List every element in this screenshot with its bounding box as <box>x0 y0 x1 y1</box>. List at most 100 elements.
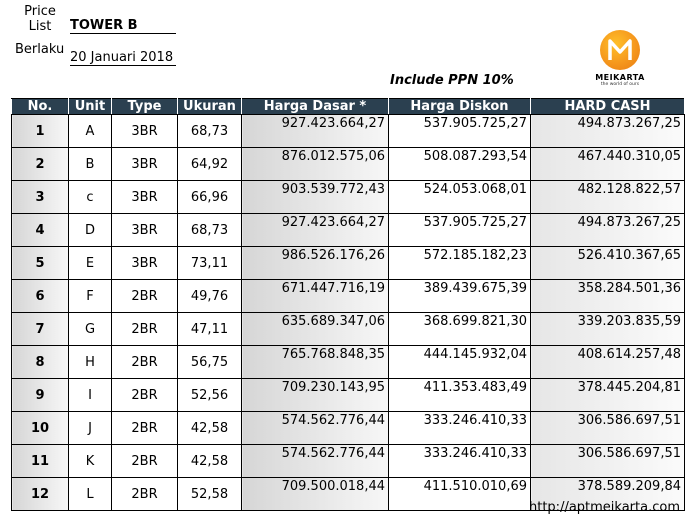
table-row: 10 J 2BR 42,58 574.562.776,44 333.246.410,33 3… <box>11 411 685 445</box>
cell-type: 2BR <box>111 378 178 412</box>
cell-no: 4 <box>11 213 69 247</box>
cell-type: 2BR <box>111 312 178 346</box>
cell-unit: I <box>68 378 112 412</box>
column-header-ukuran: Ukuran <box>177 98 242 115</box>
table-row: 3 c 3BR 66,96 903.539.772,43 524.053.068,01 48… <box>11 180 685 214</box>
footer-url[interactable]: http://aptmeikarta.com <box>529 500 680 515</box>
cell-unit: A <box>68 114 112 148</box>
price-list-label: Price List <box>24 4 56 34</box>
cell-ukuran: 49,76 <box>177 279 242 313</box>
cell-type: 2BR <box>111 444 178 478</box>
cell-no: 7 <box>11 312 69 346</box>
logo-brand: MEIKARTA <box>595 73 645 82</box>
cell-unit: c <box>68 180 112 214</box>
cell-hard-cash: 378.445.204,81 <box>530 378 685 412</box>
cell-harga-dasar: 671.447.716,19 <box>241 279 389 313</box>
cell-ukuran: 66,96 <box>177 180 242 214</box>
cell-harga-diskon: 537.905.725,27 <box>388 213 531 247</box>
table-row: 11 K 2BR 42,58 574.562.776,44 333.246.410,33 3… <box>11 444 685 478</box>
cell-harga-diskon: 333.246.410,33 <box>388 411 531 445</box>
cell-no: 10 <box>11 411 69 445</box>
table-header-row: No. Unit Type Ukuran Harga Dasar * Harga Disk… <box>11 98 685 115</box>
cell-harga-diskon: 333.246.410,33 <box>388 444 531 478</box>
column-header-no: No. <box>11 98 69 115</box>
cell-harga-dasar: 709.230.143,95 <box>241 378 389 412</box>
table-body: 1 A 3BR 68,73 927.423.664,27 537.905.725,27 49… <box>11 114 685 511</box>
cell-ukuran: 47,11 <box>177 312 242 346</box>
cell-ukuran: 68,73 <box>177 213 242 247</box>
cell-unit: E <box>68 246 112 280</box>
cell-type: 2BR <box>111 411 178 445</box>
cell-ukuran: 42,58 <box>177 444 242 478</box>
column-header-harga-diskon: Harga Diskon <box>388 98 531 115</box>
table-row: 2 B 3BR 64,92 876.012.575,06 508.087.293,54 46… <box>11 147 685 181</box>
cell-hard-cash: 526.410.367,65 <box>530 246 685 280</box>
cell-unit: D <box>68 213 112 247</box>
cell-harga-diskon: 524.053.068,01 <box>388 180 531 214</box>
cell-harga-dasar: 876.012.575,06 <box>241 147 389 181</box>
cell-no: 12 <box>11 477 69 511</box>
table-row: 12 L 2BR 52,58 709.500.018,44 411.510.010,69 3… <box>11 477 685 511</box>
cell-harga-dasar: 574.562.776,44 <box>241 411 389 445</box>
cell-hard-cash: 306.586.697,51 <box>530 411 685 445</box>
cell-no: 9 <box>11 378 69 412</box>
table-row: 9 I 2BR 52,56 709.230.143,95 411.353.483,49 37… <box>11 378 685 412</box>
cell-ukuran: 42,58 <box>177 411 242 445</box>
cell-type: 3BR <box>111 213 178 247</box>
cell-no: 3 <box>11 180 69 214</box>
cell-harga-diskon: 444.145.932,04 <box>388 345 531 379</box>
column-header-type: Type <box>111 98 178 115</box>
price-table: No. Unit Type Ukuran Harga Dasar * Harga Disk… <box>11 98 685 511</box>
logo-tagline: the world of ours <box>600 82 640 87</box>
cell-unit: F <box>68 279 112 313</box>
cell-harga-dasar: 635.689.347,06 <box>241 312 389 346</box>
cell-type: 2BR <box>111 345 178 379</box>
cell-hard-cash: 378.589.209,84 <box>530 477 685 511</box>
tower-name: TOWER B <box>70 18 176 34</box>
cell-hard-cash: 494.873.267,25 <box>530 114 685 148</box>
cell-ukuran: 68,73 <box>177 114 242 148</box>
cell-harga-diskon: 411.510.010,69 <box>388 477 531 511</box>
column-header-hard-cash: HARD CASH <box>530 98 685 115</box>
cell-ukuran: 52,56 <box>177 378 242 412</box>
cell-type: 2BR <box>111 477 178 511</box>
table-row: 8 H 2BR 56,75 765.768.848,35 444.145.932,04 40… <box>11 345 685 379</box>
logo-m-icon <box>600 30 640 70</box>
cell-hard-cash: 306.586.697,51 <box>530 444 685 478</box>
cell-no: 2 <box>11 147 69 181</box>
cell-no: 11 <box>11 444 69 478</box>
cell-harga-dasar: 709.500.018,44 <box>241 477 389 511</box>
cell-harga-diskon: 537.905.725,27 <box>388 114 531 148</box>
cell-harga-dasar: 986.526.176,26 <box>241 246 389 280</box>
cell-ukuran: 73,11 <box>177 246 242 280</box>
cell-unit: K <box>68 444 112 478</box>
cell-harga-diskon: 572.185.182,23 <box>388 246 531 280</box>
cell-no: 8 <box>11 345 69 379</box>
ppn-note: Include PPN 10% <box>390 73 514 88</box>
cell-hard-cash: 467.440.310,05 <box>530 147 685 181</box>
cell-harga-dasar: 903.539.772,43 <box>241 180 389 214</box>
cell-type: 3BR <box>111 114 178 148</box>
column-header-harga-dasar: Harga Dasar * <box>241 98 389 115</box>
cell-hard-cash: 358.284.501,36 <box>530 279 685 313</box>
cell-type: 3BR <box>111 147 178 181</box>
cell-harga-diskon: 508.087.293,54 <box>388 147 531 181</box>
cell-no: 1 <box>11 114 69 148</box>
cell-hard-cash: 339.203.835,59 <box>530 312 685 346</box>
cell-unit: L <box>68 477 112 511</box>
table-row: 1 A 3BR 68,73 927.423.664,27 537.905.725,27 49… <box>11 114 685 148</box>
cell-type: 3BR <box>111 246 178 280</box>
cell-unit: H <box>68 345 112 379</box>
cell-type: 3BR <box>111 180 178 214</box>
table-row: 5 E 3BR 73,11 986.526.176,26 572.185.182,23 52… <box>11 246 685 280</box>
cell-harga-dasar: 927.423.664,27 <box>241 213 389 247</box>
table-row: 6 F 2BR 49,76 671.447.716,19 389.439.675,39 35… <box>11 279 685 313</box>
cell-unit: J <box>68 411 112 445</box>
cell-harga-diskon: 389.439.675,39 <box>388 279 531 313</box>
cell-harga-diskon: 368.699.821,30 <box>388 312 531 346</box>
cell-type: 2BR <box>111 279 178 313</box>
cell-no: 5 <box>11 246 69 280</box>
cell-ukuran: 56,75 <box>177 345 242 379</box>
cell-unit: G <box>68 312 112 346</box>
cell-harga-dasar: 765.768.848,35 <box>241 345 389 379</box>
